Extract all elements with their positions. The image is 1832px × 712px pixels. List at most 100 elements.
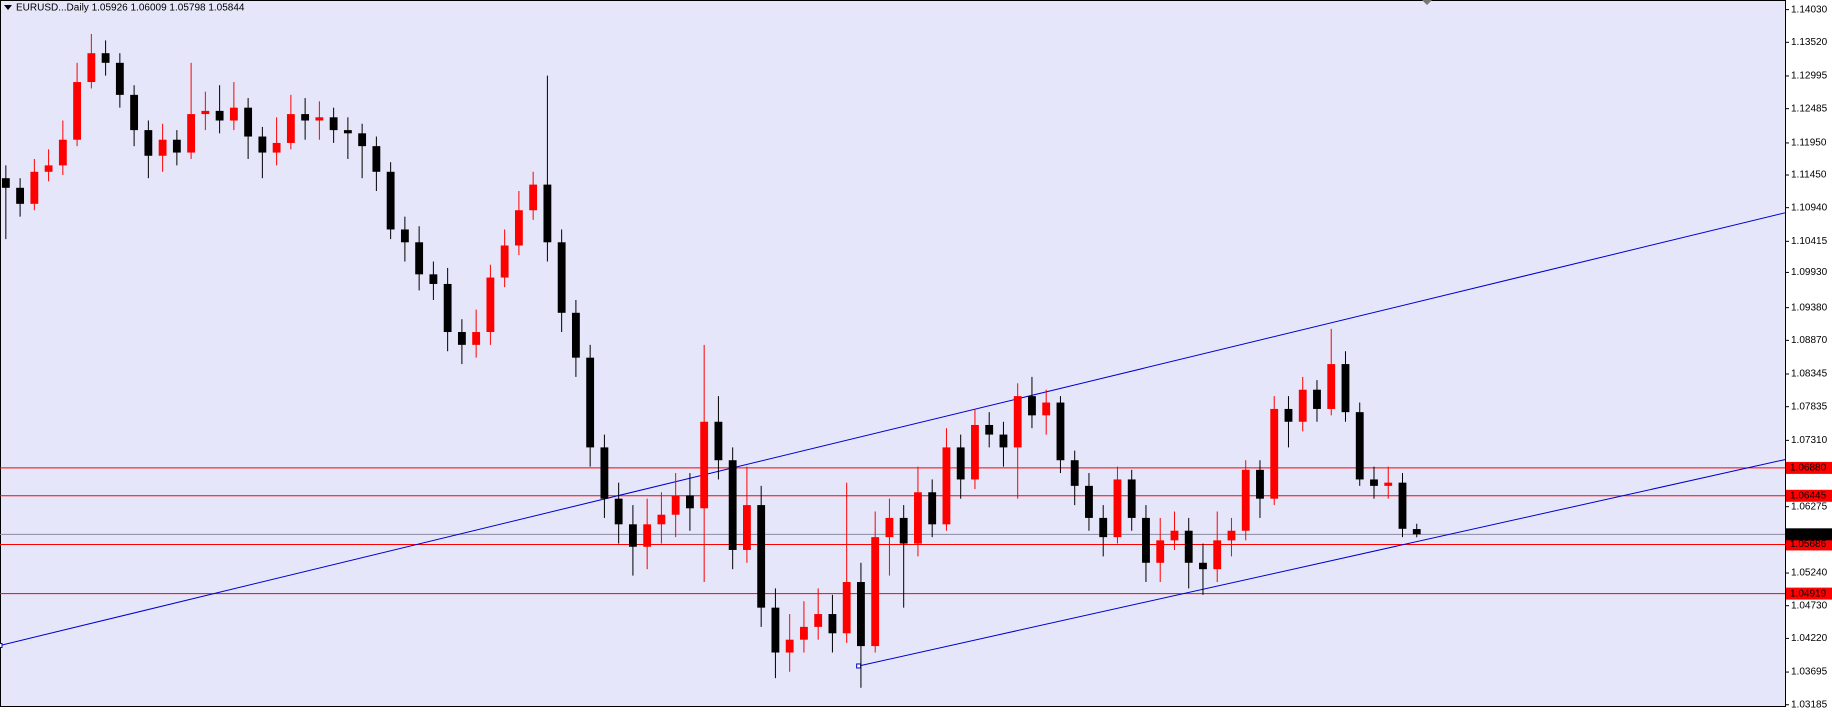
candle-body (101, 53, 110, 63)
trendline-anchor (0, 642, 3, 648)
candle-body (757, 505, 766, 608)
candle-body (44, 165, 53, 172)
candle-body (614, 498, 623, 525)
candle-body (1384, 482, 1393, 486)
candle-body (358, 133, 367, 147)
trendline (858, 459, 1786, 667)
candle-body (457, 332, 466, 345)
candle-body (842, 582, 851, 634)
candle-body (885, 517, 894, 538)
candle-body (1099, 517, 1108, 538)
candle-body (942, 447, 951, 525)
candle-body (286, 114, 295, 143)
candle-body (671, 495, 680, 515)
candle-body (1213, 540, 1222, 570)
y-tick-label: 1.12485 (1791, 103, 1828, 114)
candle-body (201, 110, 210, 115)
candle-body (172, 139, 181, 153)
candle-body (728, 460, 737, 550)
candle-body (1127, 479, 1136, 518)
candle-body (1199, 562, 1207, 570)
candle-body (429, 274, 438, 284)
candle-body (985, 424, 994, 435)
y-tick-label: 1.03185 (1791, 699, 1828, 710)
candle-body (486, 277, 495, 333)
candle-body (956, 447, 965, 480)
candle-body (315, 117, 324, 121)
y-tick-label: 1.11450 (1791, 170, 1827, 181)
candle-body (571, 312, 580, 358)
candle-body (400, 229, 409, 243)
price-label: 1.06445 (1790, 490, 1827, 501)
candle-body (543, 184, 552, 243)
candle-body (700, 421, 709, 509)
candle-body (443, 283, 452, 333)
shift-marker (1422, 0, 1432, 5)
candle-body (871, 537, 880, 647)
candle-body (1341, 364, 1350, 413)
candle-body (514, 210, 523, 246)
candle-body (1085, 485, 1093, 518)
candle-body (999, 434, 1008, 448)
candle-body (1241, 469, 1250, 531)
y-tick-label: 1.13520 (1791, 37, 1828, 48)
candle-body (500, 245, 509, 278)
candle-body (743, 505, 751, 550)
y-tick-label: 1.09930 (1791, 267, 1828, 278)
candle-body (857, 582, 865, 647)
y-tick-label: 1.04730 (1791, 600, 1828, 611)
y-tick-label: 1.03695 (1791, 667, 1828, 678)
candle-body (971, 424, 979, 480)
y-tick-label: 1.10415 (1791, 236, 1828, 247)
candle-body (1327, 364, 1336, 409)
candle-body (1056, 402, 1065, 461)
y-tick-label: 1.12995 (1791, 71, 1828, 82)
candle-body (472, 332, 481, 345)
candle-body (814, 614, 823, 627)
trendline-anchor (856, 663, 862, 669)
menu-icon (4, 5, 12, 10)
candle-body (415, 242, 424, 275)
candle-body (828, 614, 837, 634)
candle-body (1370, 479, 1378, 486)
candle-body (529, 184, 538, 211)
candle-body (586, 357, 595, 448)
y-tick-label: 1.06275 (1791, 501, 1828, 512)
candle-body (928, 492, 937, 525)
candle-body (1028, 396, 1036, 416)
candle-body (130, 94, 139, 131)
candle-body (1184, 530, 1193, 563)
candle-body (30, 171, 39, 204)
trendline (0, 212, 1786, 646)
y-tick-label: 1.11950 (1791, 138, 1827, 149)
candle-body (1270, 408, 1279, 499)
candle-body (914, 492, 922, 544)
candle-body (1113, 479, 1122, 538)
candle-body (329, 117, 338, 131)
candle-body (343, 130, 352, 134)
candle-body (1142, 517, 1150, 563)
candle-body (187, 114, 196, 153)
candle-body (600, 447, 609, 499)
candle-body (1298, 389, 1307, 422)
candle-body (272, 142, 281, 153)
candle-body (1284, 408, 1293, 422)
candle-body (714, 421, 723, 461)
candle-body (372, 146, 381, 172)
candle-body (557, 242, 566, 313)
candle-body (16, 187, 25, 204)
plot-area (0, 0, 1786, 707)
candle-body (1170, 530, 1179, 541)
candle-body (1313, 389, 1321, 409)
candle-body (1355, 412, 1364, 480)
candle-body (1227, 530, 1236, 541)
price-label-box (1786, 528, 1832, 541)
candle-body (685, 495, 694, 509)
price-label-box (1786, 489, 1832, 502)
candle-body (1070, 460, 1079, 486)
candle-body (657, 514, 666, 525)
candle-body (1398, 482, 1407, 529)
candle-body (628, 524, 637, 547)
